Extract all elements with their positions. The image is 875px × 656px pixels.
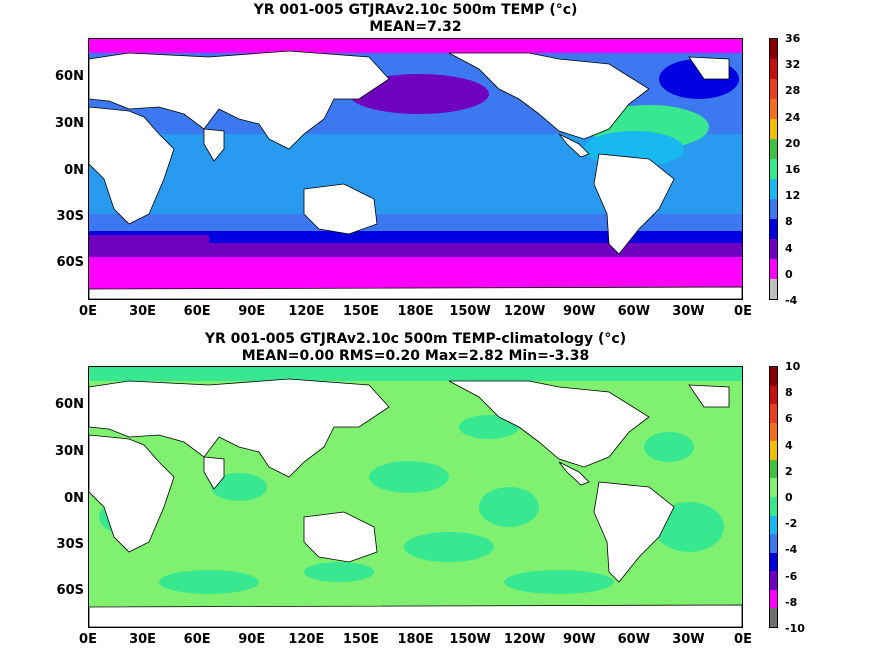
panel2-colorbar-label: -10 bbox=[785, 622, 805, 635]
panel1-lon-label: 0E bbox=[734, 304, 752, 319]
panel2-colorbar-segment bbox=[770, 571, 777, 590]
panel2-lon-label: 30E bbox=[129, 632, 157, 647]
panel1-lat-60s: 60S bbox=[56, 255, 84, 270]
panel2-colorbar-label: -8 bbox=[785, 595, 798, 609]
panel1-lon-label: 30E bbox=[129, 304, 157, 319]
panel1-map bbox=[88, 38, 743, 300]
panel2-colorbar-segment bbox=[770, 404, 777, 423]
panel1-colorbar-segment bbox=[770, 139, 777, 159]
panel1-colorbar-label: 0 bbox=[785, 267, 793, 281]
panel1-lat-0n: 0N bbox=[64, 163, 84, 178]
panel2-colorbar-segment bbox=[770, 441, 777, 460]
panel2-lat-0n: 0N bbox=[64, 491, 84, 506]
panel1-colorbar-label: 16 bbox=[785, 163, 801, 176]
panel2-colorbar-segment bbox=[770, 589, 777, 609]
panel2-lon-label: 90E bbox=[238, 632, 266, 647]
panel1-colorbar-segment bbox=[770, 39, 777, 59]
panel2-lat-30s: 30S bbox=[56, 537, 84, 552]
panel2-lon-label: 120W bbox=[503, 632, 546, 647]
panel1-colorbar-label: -4 bbox=[785, 294, 798, 307]
panel2-colorbar-label: 4 bbox=[785, 438, 793, 452]
panel1-colorbar-segment bbox=[770, 119, 777, 139]
panel1-map-svg bbox=[88, 39, 743, 300]
panel1-colorbar-segment bbox=[770, 239, 777, 259]
panel2-title-line1: YR 001-005 GTJRAv2.10c 500m TEMP-climato… bbox=[204, 331, 627, 347]
panel2-lon-label: 90W bbox=[563, 632, 596, 647]
panel1-colorbar-segment bbox=[770, 219, 777, 239]
panel1-lon-label: 0E bbox=[79, 304, 97, 319]
panel2-colorbar-segment bbox=[770, 478, 777, 497]
panel1-lon-label: 150W bbox=[449, 304, 491, 319]
panel2-lat-60s: 60S bbox=[56, 583, 84, 598]
panel2-colorbar-segment bbox=[770, 459, 777, 479]
panel2-lon-label: 30W bbox=[672, 632, 705, 647]
panel1-colorbar-segment bbox=[770, 179, 777, 199]
panel2-lat-30n: 30N bbox=[55, 444, 84, 459]
panel2-colorbar-segment bbox=[770, 367, 777, 386]
panel1-lon-label: 150E bbox=[342, 304, 379, 319]
panel2-map-svg bbox=[88, 367, 743, 628]
panel1-colorbar-label: 28 bbox=[785, 84, 801, 98]
panel2-colorbar-label: 10 bbox=[785, 360, 801, 373]
panel2-colorbar-label: -6 bbox=[785, 569, 798, 583]
panel2-lon-label: 60W bbox=[617, 632, 651, 647]
panel2-colorbar bbox=[769, 366, 778, 628]
panel2-colorbar-label: 0 bbox=[785, 491, 793, 504]
panel1-lon-label: 180E bbox=[397, 304, 434, 319]
panel1-colorbar-label: 36 bbox=[785, 32, 801, 45]
panel1-colorbar-segment bbox=[770, 159, 777, 179]
panel2-lon-label: 0E bbox=[79, 632, 97, 647]
panel2-colorbar-segment bbox=[770, 552, 777, 572]
panel1-colorbar bbox=[769, 38, 778, 300]
panel1-title-line2: MEAN=7.32 bbox=[369, 19, 462, 35]
panel1-colorbar-label: 32 bbox=[785, 58, 801, 72]
panel1-lat-60n: 60N bbox=[55, 69, 84, 84]
panel2-lon-label: 150W bbox=[449, 632, 491, 647]
panel2-map bbox=[88, 366, 743, 628]
panel2-lon-label: 60E bbox=[183, 632, 211, 647]
panel1-lon-label: 60E bbox=[183, 304, 211, 319]
panel2-lat-60n: 60N bbox=[55, 397, 84, 412]
panel1-colorbar-label: 24 bbox=[785, 110, 801, 124]
panel2-colorbar-segment bbox=[770, 422, 777, 442]
panel1-colorbar-label: 8 bbox=[785, 215, 793, 229]
panel2-colorbar-segment bbox=[770, 385, 777, 405]
panel2-colorbar-segment bbox=[770, 534, 777, 553]
panel2-colorbar-label: -2 bbox=[785, 517, 798, 531]
panel2-lon-label: 120E bbox=[288, 632, 325, 647]
panel2-colorbar-segment bbox=[770, 515, 777, 535]
panel2-colorbar-label: 8 bbox=[785, 386, 793, 400]
panel2-lon-label: 180E bbox=[397, 632, 434, 647]
panel1-lat-30s: 30S bbox=[56, 209, 84, 224]
panel1-colorbar-segment bbox=[770, 59, 777, 79]
panel1-lon-label: 120W bbox=[503, 304, 546, 319]
panel1-title-line1: YR 001-005 GTJRAv2.10c 500m TEMP (°c) bbox=[253, 2, 578, 18]
panel1-lon-label: 60W bbox=[617, 304, 651, 319]
panel1-colorbar-segment bbox=[770, 259, 777, 279]
panel2-lon-label: 0E bbox=[734, 632, 752, 647]
panel1-colorbar-label: 20 bbox=[785, 136, 801, 150]
panel1-lon-label: 90E bbox=[238, 304, 266, 319]
panel1-colorbar-label: 4 bbox=[785, 241, 793, 255]
panel2-colorbar-segment bbox=[770, 608, 777, 627]
panel1-colorbar-segment bbox=[770, 79, 777, 99]
panel2-colorbar-label: 2 bbox=[785, 464, 793, 478]
panel1-colorbar-segment bbox=[770, 99, 777, 119]
panel2-lon-label: 150E bbox=[342, 632, 379, 647]
panel1-colorbar-label: 12 bbox=[785, 189, 801, 203]
panel2-colorbar-segment bbox=[770, 496, 777, 516]
panel2-title-line2: MEAN=0.00 RMS=0.20 Max=2.82 Min=-3.38 bbox=[241, 348, 590, 364]
panel1-lon-label: 90W bbox=[563, 304, 596, 319]
panel1-lon-label: 120E bbox=[288, 304, 325, 319]
panel2-colorbar-label: 6 bbox=[785, 412, 793, 426]
panel1-colorbar-segment bbox=[770, 279, 777, 299]
panel1-lat-30n: 30N bbox=[55, 116, 84, 131]
panel2-colorbar-label: -4 bbox=[785, 543, 798, 557]
panel1-lon-label: 30W bbox=[672, 304, 705, 319]
panel1-colorbar-segment bbox=[770, 199, 777, 219]
